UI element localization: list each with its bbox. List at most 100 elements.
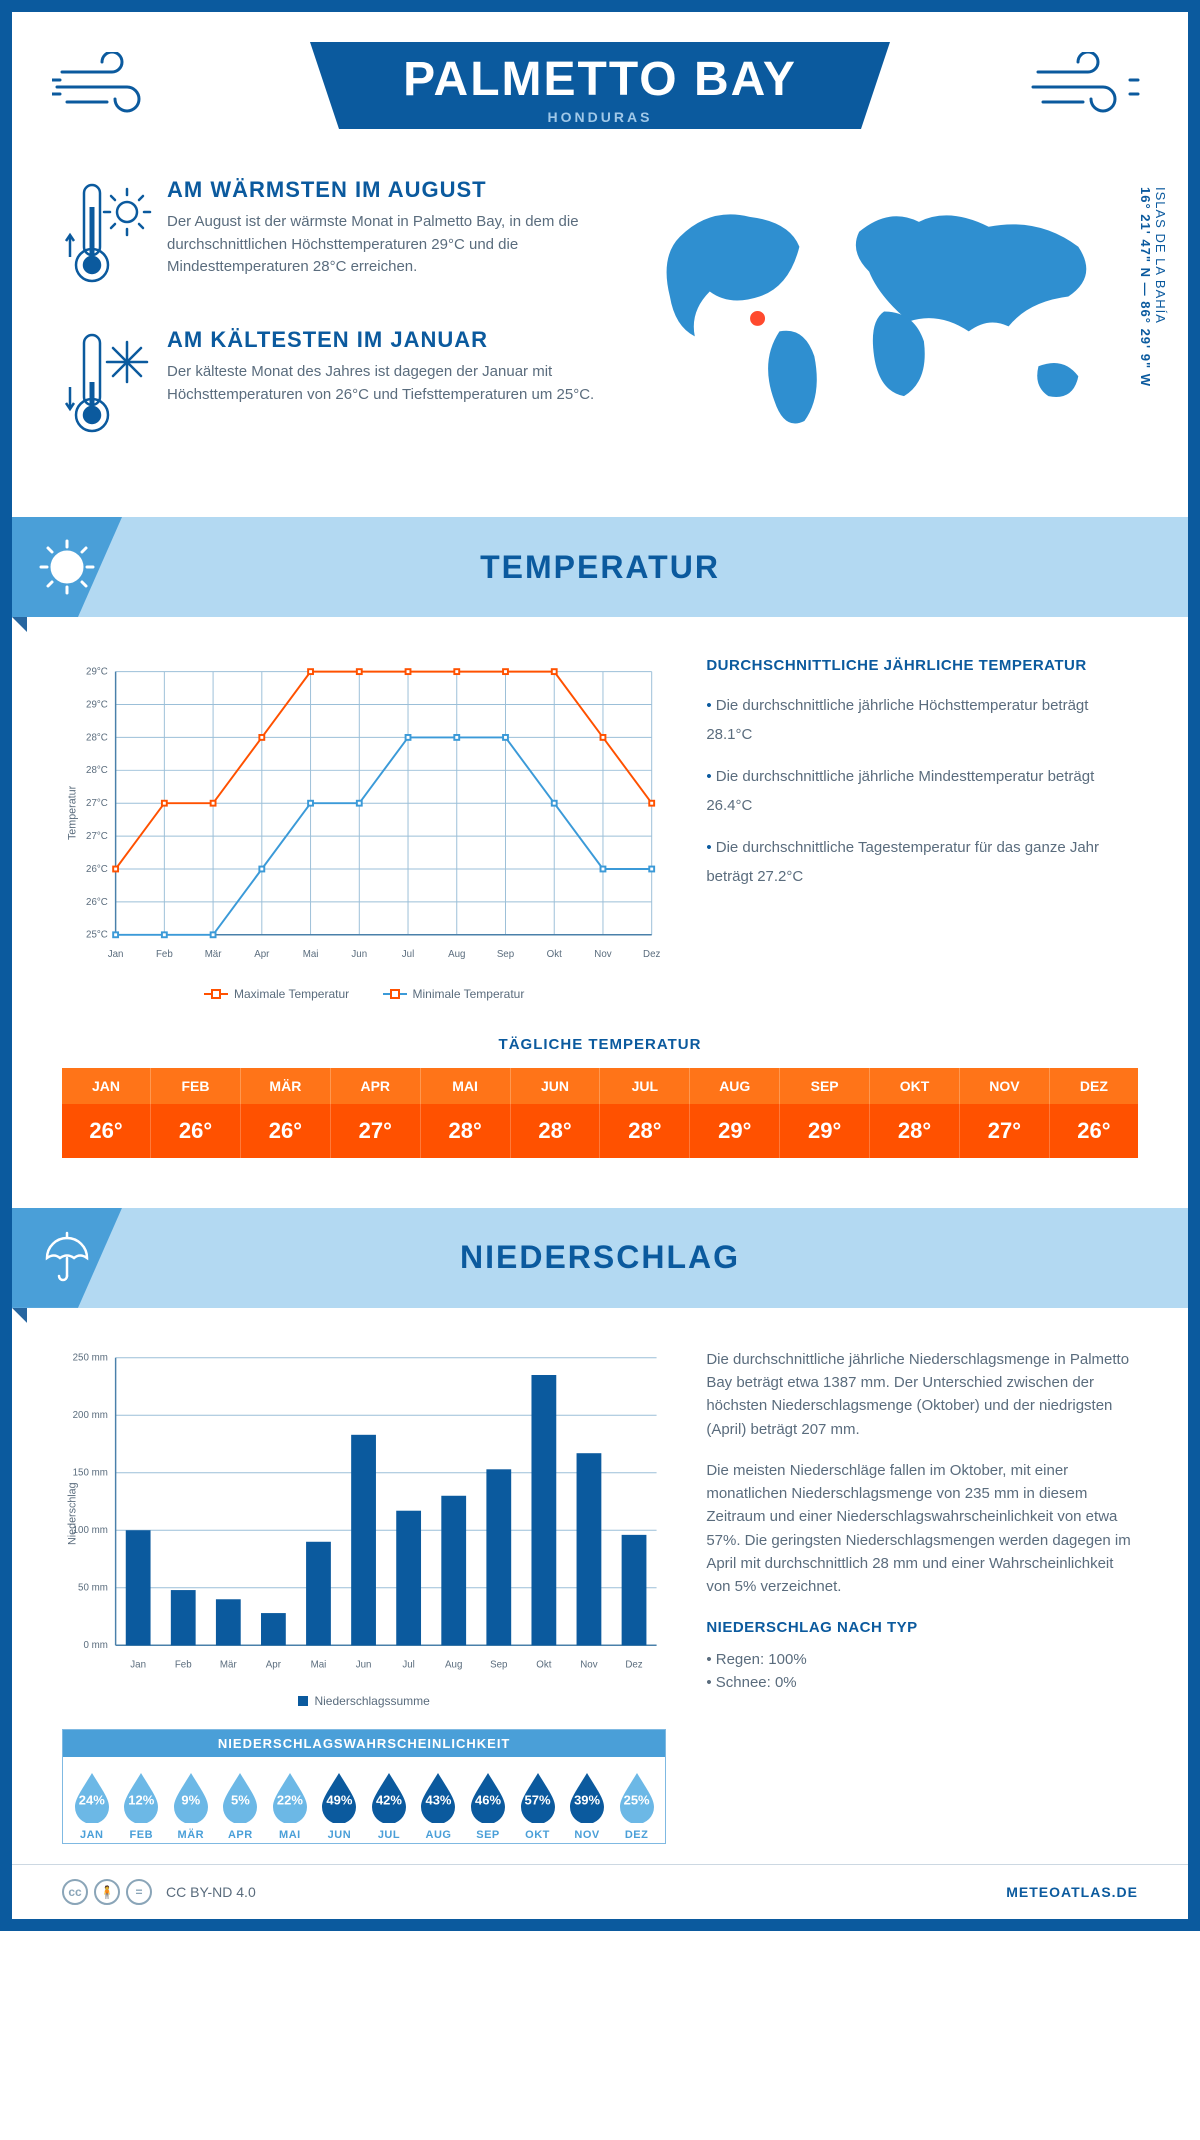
umbrella-icon [12, 1208, 122, 1308]
svg-text:Apr: Apr [254, 949, 270, 960]
probability-title: NIEDERSCHLAGSWAHRSCHEINLICHKEIT [63, 1730, 665, 1757]
table-header: JUL [600, 1068, 690, 1104]
table-cell: 27° [330, 1104, 420, 1158]
svg-text:Feb: Feb [175, 1660, 192, 1671]
wind-icon-right [890, 42, 1188, 137]
temp-side-title: DURCHSCHNITTLICHE JÄHRLICHE TEMPERATUR [706, 657, 1138, 674]
temperature-line-chart: 25°C26°C26°C27°C27°C28°C28°C29°C29°CJanF… [62, 657, 666, 1001]
svg-text:200 mm: 200 mm [73, 1410, 108, 1421]
table-header: SEP [780, 1068, 870, 1104]
svg-text:Jun: Jun [351, 949, 367, 960]
cc-icon: cc [62, 1879, 88, 1905]
svg-text:Dez: Dez [643, 949, 660, 960]
probability-drop: 24%JAN [67, 1771, 117, 1841]
table-cell: 28° [870, 1104, 960, 1158]
svg-text:26°C: 26°C [86, 864, 108, 875]
coldest-title: AM KÄLTESTEN IM JANUAR [167, 327, 610, 353]
site-name: METEOATLAS.DE [1006, 1884, 1138, 1900]
svg-text:Mai: Mai [311, 1660, 327, 1671]
temp-bullet-3: Die durchschnittliche Tagestemperatur fü… [706, 834, 1138, 891]
table-header: JAN [62, 1068, 151, 1104]
probability-drop: 49%JUN [315, 1771, 365, 1841]
svg-text:Jun: Jun [356, 1660, 372, 1671]
svg-text:Sep: Sep [497, 949, 514, 960]
probability-drop: 22%MAI [265, 1771, 315, 1841]
temp-bullet-2: Die durchschnittliche jährliche Mindestt… [706, 763, 1138, 820]
svg-text:29°C: 29°C [86, 699, 108, 710]
top-info-row: AM WÄRMSTEN IM AUGUST Der August ist der… [62, 177, 1138, 477]
license-badges: cc 🧍 = CC BY-ND 4.0 [62, 1879, 256, 1905]
region-label: ISLAS DE LA BAHÍA [1153, 187, 1168, 377]
table-cell: 28° [600, 1104, 690, 1158]
sun-icon [12, 517, 122, 617]
coldest-text: Der kälteste Monat des Jahres ist dagege… [167, 361, 610, 406]
warmest-title: AM WÄRMSTEN IM AUGUST [167, 177, 610, 203]
svg-text:250 mm: 250 mm [73, 1353, 108, 1364]
nd-icon: = [126, 1879, 152, 1905]
table-header: DEZ [1049, 1068, 1138, 1104]
svg-text:27°C: 27°C [86, 831, 108, 842]
svg-text:27°C: 27°C [86, 798, 108, 809]
table-cell: 26° [62, 1104, 151, 1158]
world-map: ISLAS DE LA BAHÍA 16° 21' 47" N — 86° 29… [640, 177, 1138, 477]
coldest-block: AM KÄLTESTEN IM JANUAR Der kälteste Mona… [62, 327, 610, 442]
probability-drop: 25%DEZ [612, 1771, 662, 1841]
table-header: JUN [510, 1068, 600, 1104]
svg-text:Mär: Mär [220, 1660, 238, 1671]
warmest-block: AM WÄRMSTEN IM AUGUST Der August ist der… [62, 177, 610, 292]
precip-type-snow: • Schnee: 0% [706, 1671, 1138, 1694]
table-header: MÄR [240, 1068, 330, 1104]
precip-text-2: Die meisten Niederschläge fallen im Okto… [706, 1459, 1138, 1599]
probability-drop: 46%SEP [463, 1771, 513, 1841]
svg-text:25°C: 25°C [86, 930, 108, 941]
thermometer-cold-icon [62, 327, 152, 442]
warmest-text: Der August ist der wärmste Monat in Palm… [167, 211, 610, 279]
svg-text:Mär: Mär [205, 949, 223, 960]
temp-bullet-1: Die durchschnittliche jährliche Höchstte… [706, 692, 1138, 749]
precipitation-probability-box: NIEDERSCHLAGSWAHRSCHEINLICHKEIT 24%JAN12… [62, 1729, 666, 1844]
svg-text:28°C: 28°C [86, 765, 108, 776]
temperature-legend: .legend-swatch:nth-child(1)::after{borde… [62, 984, 666, 1001]
location-title: PALMETTO BAY [380, 52, 820, 107]
table-cell: 28° [510, 1104, 600, 1158]
page-footer: cc 🧍 = CC BY-ND 4.0 METEOATLAS.DE [12, 1864, 1188, 1919]
svg-text:29°C: 29°C [86, 667, 108, 678]
thermometer-hot-icon [62, 177, 152, 292]
probability-drop: 9%MÄR [166, 1771, 216, 1841]
svg-text:Jan: Jan [130, 1660, 146, 1671]
lat-label: 16° 21' 47" N [1138, 187, 1153, 278]
svg-text:150 mm: 150 mm [73, 1468, 108, 1479]
precip-type-title: NIEDERSCHLAG NACH TYP [706, 1616, 1138, 1639]
table-cell: 29° [780, 1104, 870, 1158]
table-cell: 26° [240, 1104, 330, 1158]
svg-text:Niederschlag: Niederschlag [67, 1482, 79, 1545]
table-header: NOV [959, 1068, 1049, 1104]
precipitation-bar-chart: 0 mm50 mm100 mm150 mm200 mm250 mmNieders… [62, 1348, 666, 1709]
svg-text:Nov: Nov [594, 949, 611, 960]
probability-drop: 5%APR [216, 1771, 266, 1841]
svg-text:Temperatur: Temperatur [67, 785, 79, 840]
table-cell: 26° [1049, 1104, 1138, 1158]
daily-temp-title: TÄGLICHE TEMPERATUR [62, 1036, 1138, 1053]
coordinates: ISLAS DE LA BAHÍA 16° 21' 47" N — 86° 29… [1138, 187, 1168, 387]
table-header: FEB [151, 1068, 241, 1104]
svg-text:28°C: 28°C [86, 732, 108, 743]
precip-type-rain: • Regen: 100% [706, 1648, 1138, 1671]
table-cell: 28° [420, 1104, 510, 1158]
table-cell: 26° [151, 1104, 241, 1158]
svg-text:Aug: Aug [448, 949, 465, 960]
wind-icon-left [12, 42, 310, 137]
probability-drop: 57%OKT [513, 1771, 563, 1841]
svg-text:50 mm: 50 mm [78, 1583, 108, 1594]
legend-min-label: Minimale Temperatur [413, 987, 525, 1001]
svg-text:Dez: Dez [625, 1660, 642, 1671]
svg-text:Nov: Nov [580, 1660, 597, 1671]
precipitation-section-header: NIEDERSCHLAG [12, 1208, 1188, 1308]
probability-drop: 39%NOV [562, 1771, 612, 1841]
temperature-title: TEMPERATUR [480, 549, 720, 586]
by-icon: 🧍 [94, 1879, 120, 1905]
table-header: AUG [690, 1068, 780, 1104]
table-header: OKT [870, 1068, 960, 1104]
svg-text:Apr: Apr [266, 1660, 282, 1671]
probability-drop: 12%FEB [117, 1771, 167, 1841]
